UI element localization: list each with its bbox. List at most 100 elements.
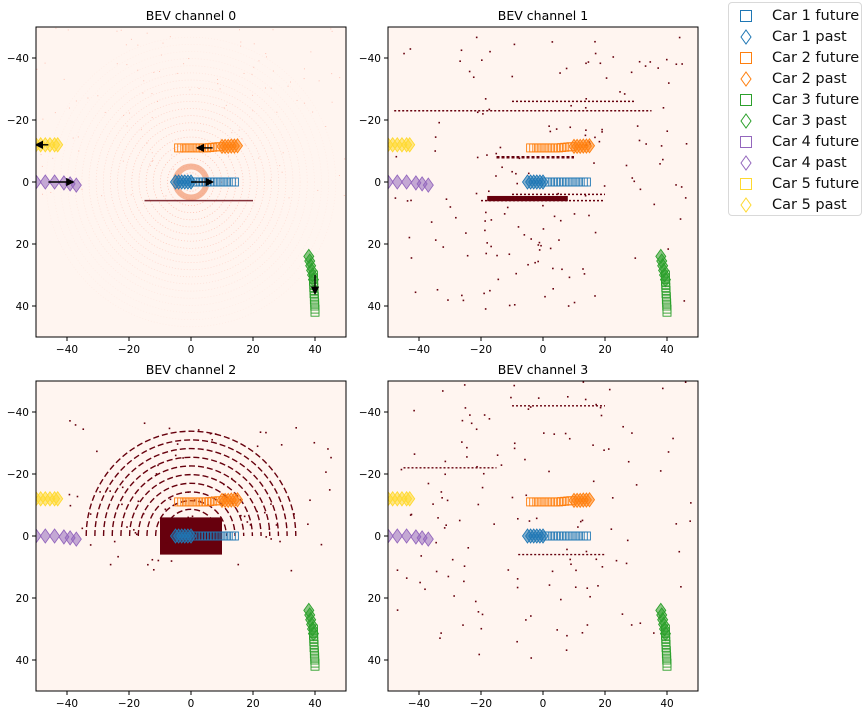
- occupancy-point: [410, 513, 413, 516]
- legend-marker-car-5-future: [740, 178, 752, 190]
- lidar-ring: [145, 136, 237, 228]
- past-marker-car-4: [422, 177, 434, 193]
- occupancy-point: [466, 254, 469, 257]
- noise-point: [216, 78, 218, 80]
- occupancy-point: [483, 292, 485, 295]
- occupancy-point: [597, 585, 599, 587]
- occupancy-point: [185, 523, 188, 526]
- noise-point: [77, 136, 79, 138]
- occupancy-point: [552, 267, 554, 270]
- occupancy-point: [631, 432, 633, 434]
- legend-item-car-4-future: Car 4 future: [729, 132, 863, 153]
- occupancy-point: [187, 516, 190, 519]
- y-tick-label: −20: [359, 115, 381, 127]
- noise-point: [264, 87, 266, 89]
- occupancy-point: [476, 156, 479, 159]
- occupancy-point: [275, 524, 278, 526]
- noise-point: [55, 27, 57, 29]
- occupancy-point: [209, 432, 212, 435]
- occupancy-point: [157, 464, 159, 467]
- noise-point: [343, 195, 345, 197]
- occupancy-point: [126, 526, 128, 528]
- occupancy-point: [444, 473, 446, 476]
- legend-label-car-2-past: Car 2 past: [772, 71, 847, 87]
- x-tick-label: −40: [56, 698, 78, 710]
- noise-point: [165, 195, 167, 197]
- occupancy-point: [455, 216, 457, 219]
- noise-point: [143, 80, 145, 82]
- lidar-ring: [138, 129, 244, 235]
- occupancy-point: [214, 433, 217, 435]
- occupancy-point: [486, 154, 488, 156]
- occupancy-point: [406, 200, 409, 202]
- occupancy-point: [164, 508, 167, 511]
- past-marker-car-4: [49, 528, 61, 544]
- occupancy-point: [564, 432, 567, 435]
- noise-point: [50, 191, 52, 193]
- occupancy-point: [583, 273, 586, 275]
- noise-point: [44, 62, 46, 64]
- occupancy-point: [535, 517, 538, 520]
- occupancy-point: [574, 586, 577, 589]
- occupancy-point: [230, 477, 233, 480]
- noise-point: [290, 81, 292, 83]
- occupancy-point: [476, 111, 479, 114]
- occupancy-point: [685, 142, 688, 145]
- lidar-arc: [111, 456, 271, 537]
- occupancy-point: [594, 40, 596, 43]
- legend-marker-car-5-past: [740, 197, 752, 213]
- past-marker-car-5: [404, 137, 416, 153]
- noise-point: [265, 53, 267, 55]
- occupancy-point: [481, 486, 484, 489]
- occupancy-point: [468, 70, 471, 73]
- occupancy-point: [565, 67, 568, 70]
- panel-title: BEV channel 3: [498, 362, 588, 377]
- lidar-ring: [124, 115, 258, 249]
- occupancy-point: [623, 93, 626, 95]
- occupancy-point: [636, 125, 639, 127]
- occupancy-point: [445, 198, 448, 200]
- occupancy-point: [513, 43, 516, 46]
- y-tick-label: 40: [368, 655, 381, 667]
- occupancy-point: [594, 295, 596, 297]
- occupancy-point: [121, 486, 124, 489]
- occupancy-point: [649, 61, 652, 63]
- occupancy-point: [657, 67, 659, 69]
- occupancy-point: [619, 91, 621, 93]
- noise-point: [219, 88, 221, 90]
- occupancy-point: [293, 513, 295, 515]
- noise-point: [339, 77, 341, 79]
- occupancy-point: [82, 428, 85, 431]
- occupancy-point: [191, 515, 194, 518]
- occupancy-point: [400, 468, 403, 471]
- occupancy-point: [109, 563, 112, 566]
- noise-point: [128, 112, 130, 114]
- occupancy-point: [197, 429, 200, 431]
- occupancy-point: [500, 464, 503, 466]
- occupancy-point: [496, 254, 498, 257]
- occupancy-point: [513, 303, 516, 306]
- occupancy-point: [420, 555, 423, 557]
- occupancy-point: [607, 448, 610, 450]
- noise-point: [243, 72, 245, 74]
- occupancy-point: [142, 512, 145, 515]
- occupancy-point: [625, 164, 628, 167]
- noise-point: [310, 51, 312, 53]
- past-marker-car-4: [401, 528, 413, 544]
- occupancy-point: [594, 231, 597, 234]
- noise-point: [331, 73, 333, 75]
- future-marker-car-3: [310, 661, 320, 671]
- legend-marker-car-3-past: [740, 113, 752, 129]
- noise-point: [173, 168, 175, 170]
- occupancy-point: [263, 511, 266, 514]
- occupancy-point: [268, 528, 271, 530]
- occupancy-point: [672, 437, 674, 440]
- noise-point: [238, 29, 240, 31]
- occupancy-point: [548, 470, 550, 473]
- occupancy-point: [496, 454, 499, 456]
- occupancy-point: [482, 472, 485, 475]
- occupancy-point: [667, 248, 670, 250]
- x-tick-label: 0: [188, 698, 195, 710]
- occupancy-point: [488, 418, 491, 420]
